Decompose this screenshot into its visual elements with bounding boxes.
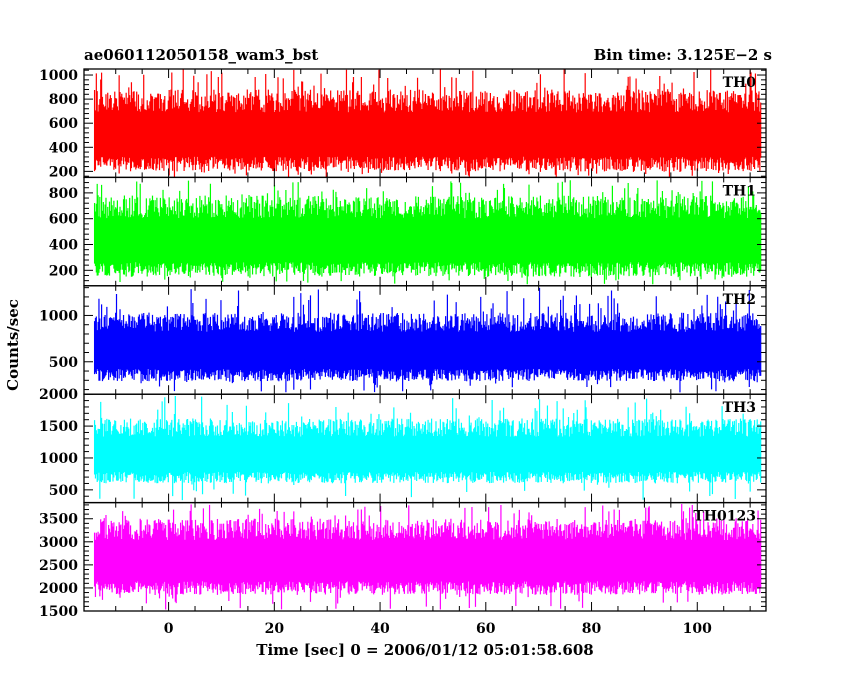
panel-label-th1: TH1 (723, 183, 756, 199)
y-tick-label: 2000 (39, 581, 78, 597)
panel-label-th3: TH3 (723, 400, 756, 416)
panel-th3: 500 1000 1500 2000 TH3 (39, 387, 767, 504)
panel-label-th0123: TH0123 (693, 509, 756, 525)
series-core-th0123 (94, 540, 761, 582)
series-core-th3 (94, 436, 761, 472)
y-tick-label: 200 (49, 164, 78, 180)
panels-group: 200 400 600 800 1000 TH0 200 400 600 800 TH1 500 100… (39, 68, 767, 620)
y-tick-label: 400 (49, 140, 78, 156)
x-tick-label: 0 (164, 621, 174, 637)
x-axis: 0 20 40 60 80 100 (164, 621, 712, 637)
series-core-th1 (94, 218, 761, 263)
y-tick-label: 600 (49, 212, 78, 228)
panel-label-th2: TH2 (723, 292, 756, 308)
x-axis-label: Time [sec] 0 = 2006/01/12 05:01:58.608 (256, 641, 593, 659)
y-tick-label: 1000 (39, 68, 78, 84)
y-tick-label: 1500 (39, 604, 78, 620)
panel-th0: 200 400 600 800 1000 TH0 (39, 68, 767, 180)
y-tick-label: 1500 (39, 419, 78, 435)
y-tick-label: 500 (49, 355, 78, 371)
y-tick-label: 400 (49, 238, 78, 254)
y-tick-label: 2000 (39, 387, 78, 403)
bin-time-label: Bin time: 3.125E−2 s (594, 46, 772, 64)
panel-th0123: 1500 2000 2500 3000 3500 TH0123 (39, 501, 767, 620)
y-tick-label: 600 (49, 116, 78, 132)
panel-frame (83, 501, 767, 612)
y-tick-label: 500 (49, 483, 78, 499)
x-tick-label: 20 (265, 621, 285, 637)
x-tick-label: 100 (683, 621, 712, 637)
y-tick-label: 3500 (39, 512, 78, 528)
y-tick-label: 2500 (39, 558, 78, 574)
y-tick-label: 800 (49, 92, 78, 108)
series-core-th0 (94, 112, 761, 157)
y-axis-label: Counts/sec (4, 299, 22, 391)
y-tick-label: 1000 (39, 308, 78, 324)
panel-th1: 200 400 600 800 TH1 (49, 176, 767, 287)
panel-th2: 500 1000 TH2 (39, 285, 767, 395)
figure-title: ae060112050158_wam3_bst (84, 46, 318, 64)
y-tick-label: 800 (49, 186, 78, 202)
x-tick-label: 60 (476, 621, 496, 637)
y-tick-label: 3000 (39, 535, 78, 551)
y-tick-label: 200 (49, 263, 78, 279)
x-tick-label: 40 (370, 621, 390, 637)
series-core-th2 (94, 331, 761, 369)
x-tick-label: 80 (582, 621, 602, 637)
panel-label-th0: TH0 (723, 75, 757, 91)
y-tick-label: 1000 (39, 451, 78, 467)
